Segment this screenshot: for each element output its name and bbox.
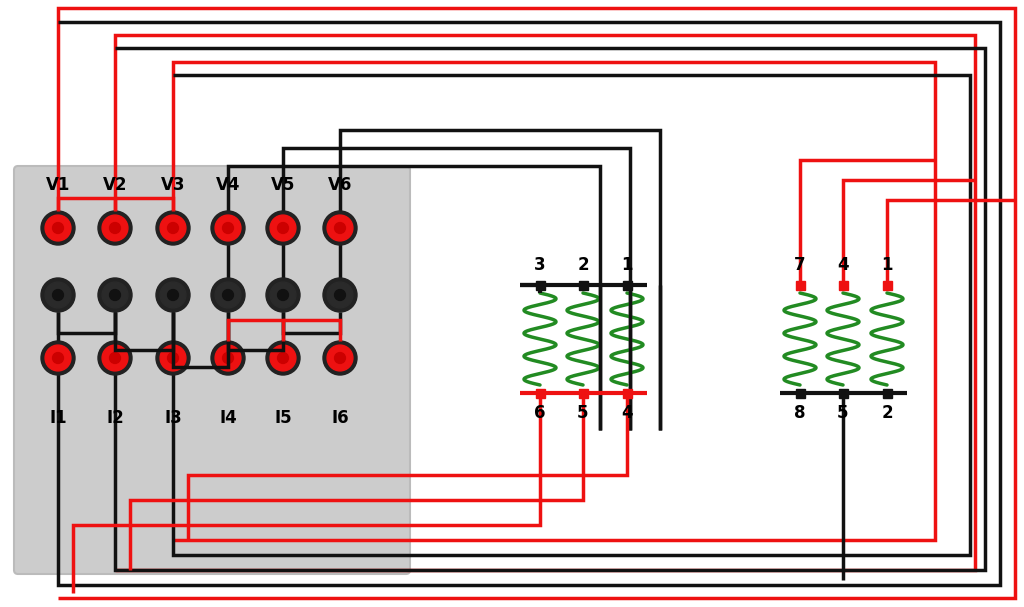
Circle shape: [215, 282, 241, 308]
Text: V2: V2: [102, 176, 127, 194]
Circle shape: [160, 345, 186, 371]
Bar: [623, 388, 632, 398]
Circle shape: [160, 215, 186, 241]
Circle shape: [156, 341, 190, 375]
Circle shape: [270, 345, 296, 371]
Circle shape: [335, 290, 345, 300]
Text: 2: 2: [578, 256, 589, 274]
Text: 4: 4: [838, 256, 849, 274]
Circle shape: [45, 282, 71, 308]
Text: 4: 4: [622, 404, 633, 422]
Circle shape: [160, 282, 186, 308]
Circle shape: [211, 278, 245, 312]
Text: 6: 6: [535, 404, 546, 422]
Circle shape: [327, 282, 353, 308]
Text: 5: 5: [578, 404, 589, 422]
Text: I3: I3: [164, 409, 182, 427]
Circle shape: [110, 353, 121, 364]
Circle shape: [45, 345, 71, 371]
Circle shape: [211, 211, 245, 245]
Circle shape: [270, 215, 296, 241]
Circle shape: [222, 223, 233, 234]
Text: 5: 5: [838, 404, 849, 422]
Circle shape: [110, 290, 121, 300]
Circle shape: [278, 353, 289, 364]
Circle shape: [327, 215, 353, 241]
Text: 1: 1: [622, 256, 633, 274]
Bar: [796, 388, 805, 398]
Text: I4: I4: [219, 409, 237, 427]
Circle shape: [98, 278, 132, 312]
Text: 2: 2: [882, 404, 893, 422]
FancyBboxPatch shape: [14, 166, 410, 574]
Circle shape: [323, 278, 357, 312]
Circle shape: [215, 215, 241, 241]
Text: I5: I5: [274, 409, 292, 427]
Circle shape: [327, 345, 353, 371]
Bar: [623, 280, 632, 290]
Text: V5: V5: [270, 176, 295, 194]
Circle shape: [156, 211, 190, 245]
Circle shape: [102, 345, 128, 371]
Circle shape: [266, 278, 300, 312]
Text: 1: 1: [882, 256, 893, 274]
Circle shape: [270, 282, 296, 308]
Text: V6: V6: [328, 176, 352, 194]
Circle shape: [266, 211, 300, 245]
Bar: [839, 280, 848, 290]
Circle shape: [45, 215, 71, 241]
Bar: [536, 280, 545, 290]
Circle shape: [222, 353, 233, 364]
Circle shape: [52, 353, 63, 364]
Circle shape: [211, 341, 245, 375]
Text: 7: 7: [795, 256, 806, 274]
Circle shape: [98, 211, 132, 245]
Text: I6: I6: [331, 409, 349, 427]
Circle shape: [102, 282, 128, 308]
Circle shape: [52, 290, 63, 300]
Bar: [883, 388, 892, 398]
Circle shape: [215, 345, 241, 371]
Text: 3: 3: [535, 256, 546, 274]
Circle shape: [41, 211, 75, 245]
Circle shape: [102, 215, 128, 241]
Circle shape: [41, 278, 75, 312]
Bar: [536, 388, 545, 398]
Bar: [579, 280, 588, 290]
Circle shape: [168, 290, 178, 300]
Circle shape: [335, 223, 345, 234]
Circle shape: [156, 278, 190, 312]
Circle shape: [41, 341, 75, 375]
Bar: [579, 388, 588, 398]
Bar: [796, 280, 805, 290]
Bar: [883, 280, 892, 290]
Circle shape: [278, 290, 289, 300]
Text: 8: 8: [795, 404, 806, 422]
Text: V3: V3: [161, 176, 185, 194]
Circle shape: [278, 223, 289, 234]
Circle shape: [168, 353, 178, 364]
Circle shape: [222, 290, 233, 300]
Circle shape: [323, 211, 357, 245]
Circle shape: [98, 341, 132, 375]
Circle shape: [168, 223, 178, 234]
Text: I2: I2: [106, 409, 124, 427]
Circle shape: [323, 341, 357, 375]
Circle shape: [110, 223, 121, 234]
Text: V1: V1: [46, 176, 71, 194]
Text: V4: V4: [216, 176, 241, 194]
Bar: [839, 388, 848, 398]
Circle shape: [266, 341, 300, 375]
Text: I1: I1: [49, 409, 67, 427]
Circle shape: [335, 353, 345, 364]
Circle shape: [52, 223, 63, 234]
